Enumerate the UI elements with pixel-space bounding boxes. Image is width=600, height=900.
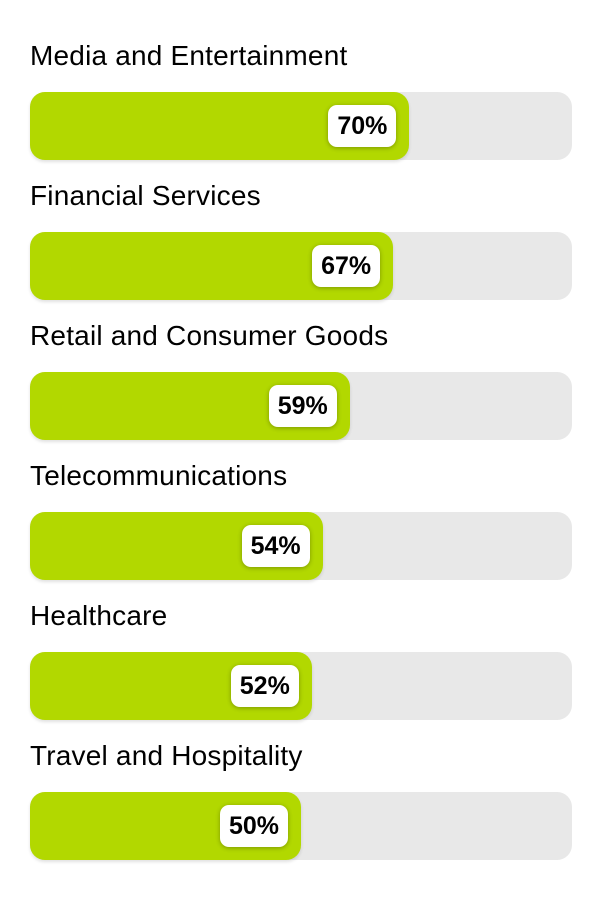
value-label: 59% bbox=[277, 392, 328, 420]
value-badge: 59% bbox=[268, 385, 337, 427]
bar-group: Telecommunications 54% bbox=[30, 458, 572, 580]
value-badge: 50% bbox=[219, 805, 288, 847]
value-label: 70% bbox=[337, 112, 388, 140]
bar-track: 50% bbox=[30, 792, 572, 860]
bar-fill: 54% bbox=[30, 512, 323, 580]
value-label: 54% bbox=[250, 532, 301, 560]
value-badge: 52% bbox=[230, 665, 299, 707]
value-label: 50% bbox=[228, 812, 279, 840]
bar-fill: 67% bbox=[30, 232, 394, 300]
category-label: Media and Entertainment bbox=[30, 40, 348, 71]
bar-track: 67% bbox=[30, 232, 572, 300]
bar-chart: Media and Entertainment 70% Financial Se… bbox=[30, 38, 572, 860]
bar-track: 59% bbox=[30, 372, 572, 440]
bar-group: Travel and Hospitality 50% bbox=[30, 738, 572, 860]
category-label: Healthcare bbox=[30, 600, 168, 631]
value-label: 67% bbox=[321, 252, 372, 280]
value-badge: 67% bbox=[312, 245, 381, 287]
bar-fill: 59% bbox=[30, 372, 350, 440]
bar-group: Retail and Consumer Goods 59% bbox=[30, 318, 572, 440]
bar-group: Media and Entertainment 70% bbox=[30, 38, 572, 160]
category-label: Retail and Consumer Goods bbox=[30, 320, 389, 351]
value-label: 52% bbox=[239, 672, 290, 700]
category-label: Telecommunications bbox=[30, 460, 288, 491]
bar-fill: 52% bbox=[30, 652, 312, 720]
bar-fill: 70% bbox=[30, 92, 410, 160]
category-label: Travel and Hospitality bbox=[30, 740, 303, 771]
bar-group: Healthcare 52% bbox=[30, 598, 572, 720]
bar-group: Financial Services 67% bbox=[30, 178, 572, 300]
bar-track: 70% bbox=[30, 92, 572, 160]
bar-fill: 50% bbox=[30, 792, 301, 860]
category-label: Financial Services bbox=[30, 180, 261, 211]
bar-track: 54% bbox=[30, 512, 572, 580]
value-badge: 54% bbox=[241, 525, 310, 567]
bar-track: 52% bbox=[30, 652, 572, 720]
value-badge: 70% bbox=[328, 105, 397, 147]
